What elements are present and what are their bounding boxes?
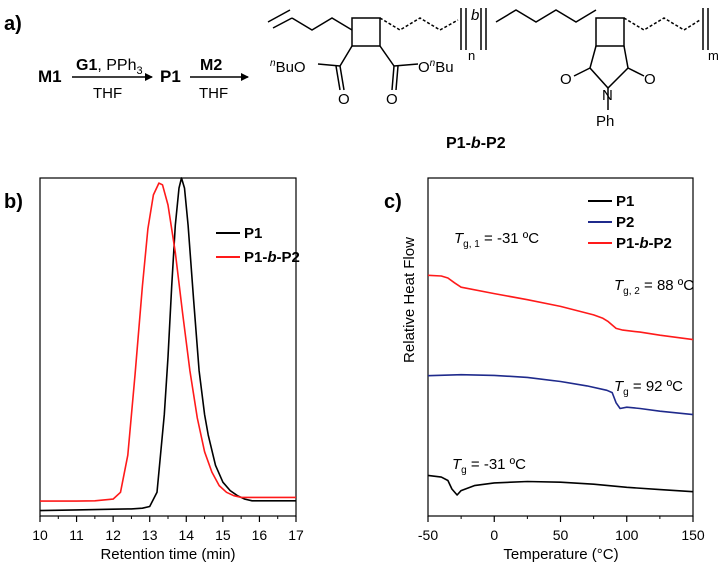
annotation-tg-p1: Tg = -31 ºC — [452, 456, 526, 476]
carbonyl-o-1: O — [338, 91, 350, 108]
panel-c-x-tick-label-3: 100 — [615, 527, 639, 543]
panel-a: a) M1 G1, PPh3 THF P1 M2 THF — [4, 7, 718, 152]
legend-label-p1: P1 — [244, 225, 262, 242]
solvent-label-1: THF — [93, 85, 122, 102]
panel-b-x-tick-label-1: 11 — [69, 527, 84, 543]
panel-c-series-line-p1-b-p2 — [427, 274, 694, 341]
left-chain — [291, 17, 353, 31]
panel-c-chart: c) -50 0 50 100 150 Temperature (°C) Relativ… — [384, 177, 705, 563]
phenyl-label: Ph — [596, 113, 614, 130]
panel-c-x-axis: -50 0 50 100 150 — [418, 516, 705, 543]
cyclobutane-ring-2 — [595, 17, 625, 47]
ester-left-label: nBuO — [270, 58, 306, 76]
panel-b-x-tick-label-2: 12 — [105, 527, 121, 543]
block-b: b — [471, 7, 479, 24]
ester-left — [317, 63, 345, 91]
imide-o-1: O — [560, 71, 572, 88]
ester-bonds — [339, 45, 395, 67]
annotation-tg1: Tg, 1 = -31 ºC — [454, 230, 539, 250]
reagent-m1: M1 — [38, 67, 62, 86]
panel-b-x-tick-label-3: 13 — [142, 527, 158, 543]
left-end-bond — [267, 9, 293, 29]
bracket-n — [460, 8, 467, 50]
panel-c-x-axis-label: Temperature (°C) — [503, 546, 618, 563]
reaction-scheme: M1 G1, PPh3 THF P1 M2 THF — [38, 57, 249, 102]
panel-c-x-tick-label-2: 50 — [553, 527, 569, 543]
panel-c-series-line-p2 — [427, 373, 694, 416]
panel-c-y-axis-label: Relative Heat Flow — [401, 237, 418, 363]
panel-b-series — [39, 177, 296, 512]
imide-o-2: O — [644, 71, 656, 88]
panel-c-x-tick-label-0: -50 — [418, 527, 438, 543]
catalyst-label: G1, PPh3 — [76, 57, 143, 77]
right-chain-2 — [623, 17, 701, 31]
panel-b-x-tick-label-4: 14 — [178, 527, 194, 543]
panel-c-label: c) — [384, 191, 402, 213]
panel-b-x-tick-label-6: 16 — [252, 527, 268, 543]
reagent-m2: M2 — [200, 57, 222, 74]
panel-c-legend: P1 P2 P1-b-P2 — [588, 193, 672, 252]
imide-n: N — [602, 87, 613, 104]
carbonyl-o-2: O — [386, 91, 398, 108]
legend-label-p1-b-p2: P1-b-P2 — [244, 249, 300, 266]
ester-right-label: OnBu — [418, 58, 454, 76]
ester-right — [391, 63, 419, 91]
panel-c-series — [427, 274, 694, 496]
legend-label-c-p2: P2 — [616, 214, 634, 231]
cyclobutane-ring-1 — [351, 17, 381, 47]
bracket-m — [702, 8, 709, 50]
legend-label-c-p1: P1 — [616, 193, 634, 210]
panel-b-label: b) — [4, 191, 23, 213]
panel-b-legend: P1 P1-b-P2 — [216, 225, 300, 266]
right-block-chain — [495, 9, 597, 23]
panel-c-x-tick-label-4: 150 — [681, 527, 705, 543]
solvent-label-2: THF — [199, 85, 228, 102]
panel-b-x-tick-label-0: 10 — [32, 527, 48, 543]
polymer-name: P1-b-P2 — [446, 135, 506, 152]
annotation-tg2: Tg, 2 = 88 ºC — [614, 277, 694, 297]
annotation-tg-p2: Tg = 92 ºC — [614, 378, 683, 398]
right-chain-1 — [379, 17, 459, 31]
panel-b-x-tick-label-7: 17 — [288, 527, 304, 543]
legend-label-c-p1-b-p2: P1-b-P2 — [616, 235, 672, 252]
panel-a-label: a) — [4, 13, 22, 35]
bracket-left-m — [480, 8, 487, 50]
repeat-m: m — [708, 48, 718, 63]
panel-b-series-line-p1-b-p2 — [40, 182, 296, 502]
panel-b-x-axis: 10 11 12 13 14 15 16 17 — [32, 516, 304, 543]
panel-c-series-line-p1 — [427, 474, 694, 496]
imide-ring — [589, 45, 629, 90]
panel-b-chart: b) 10 11 12 13 14 15 16 17 Retention time (min)… — [4, 177, 304, 563]
panel-b-x-tick-label-5: 15 — [215, 527, 231, 543]
panel-c-x-tick-label-1: 0 — [490, 527, 498, 543]
intermediate-p1: P1 — [160, 67, 181, 86]
imide-carbonyl-bonds — [573, 67, 645, 77]
panel-b-x-axis-label: Retention time (min) — [100, 546, 235, 563]
polymer-structure — [267, 8, 709, 110]
repeat-n: n — [468, 48, 475, 63]
